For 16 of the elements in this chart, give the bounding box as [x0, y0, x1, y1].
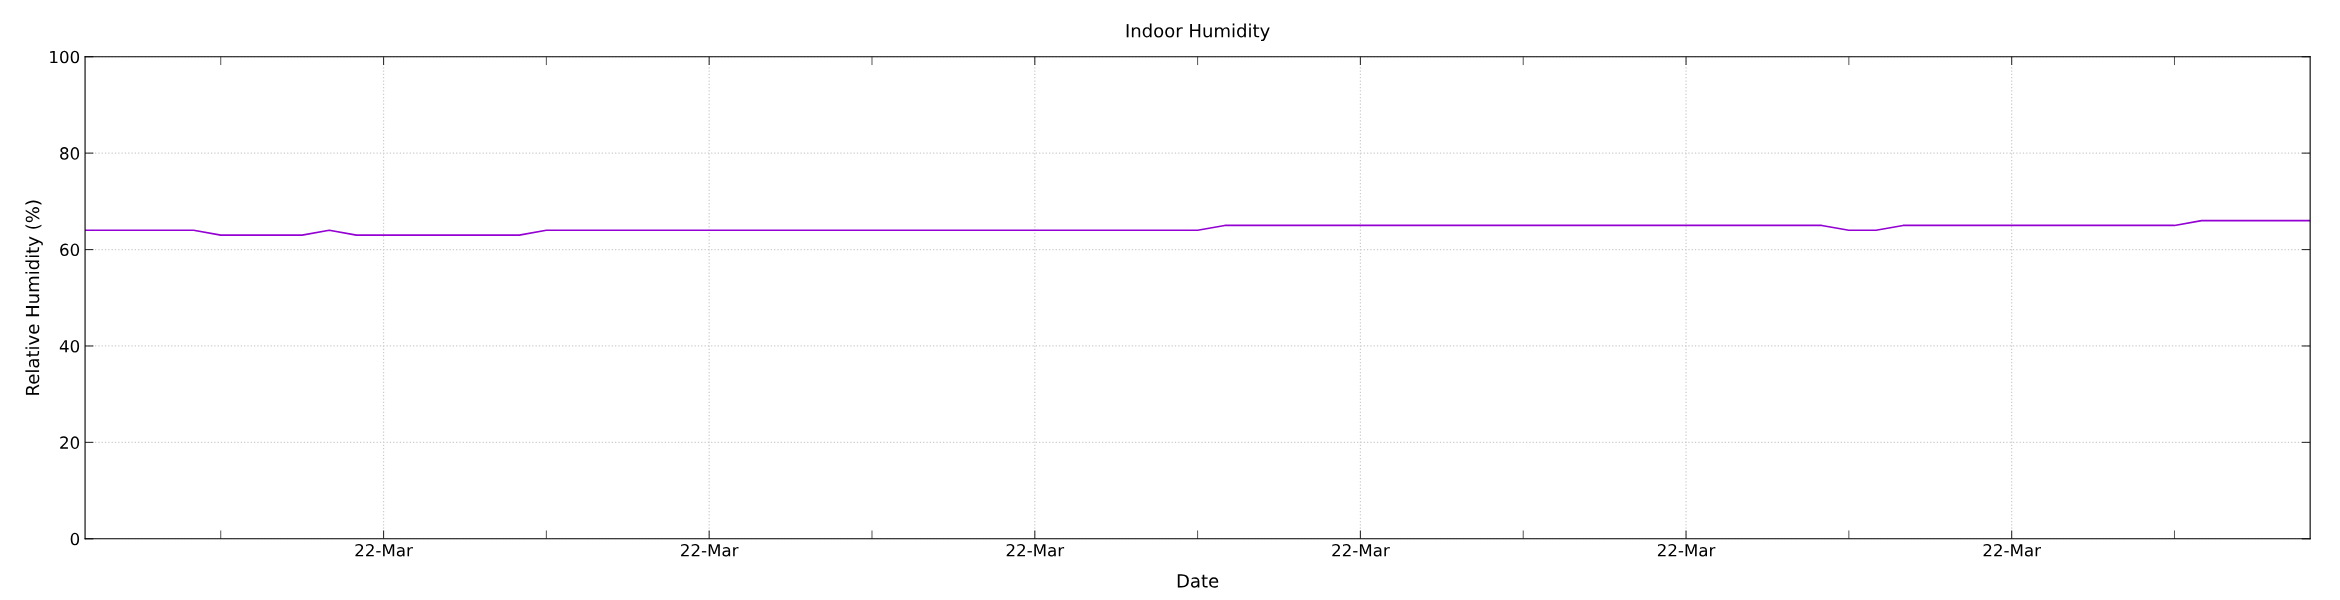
- x-tick-label: 22-Mar: [1657, 543, 1716, 557]
- x-tick-label: 22-Mar: [1006, 543, 1065, 557]
- y-tick-label: 40: [59, 339, 80, 353]
- x-tick-label: 22-Mar: [681, 543, 739, 557]
- y-tick-label: 80: [60, 147, 80, 160]
- line-series: [85, 219, 2311, 236]
- y-tick-label: 60: [60, 243, 80, 257]
- x-axis-title: Date: [1177, 574, 1219, 588]
- x-tick-label: 22-Mar: [1983, 543, 2041, 557]
- x-tick-label: 22-Mar: [355, 543, 413, 557]
- y-tick-label: 0: [70, 532, 80, 546]
- chart-title: Indoor Humidity: [1126, 23, 1270, 42]
- y-tick-label: 100: [50, 50, 80, 64]
- y-tick-label: 20: [60, 436, 80, 449]
- x-tick-label: 22-Mar: [1332, 543, 1390, 557]
- y-axis-title: Relative Humidity (%): [25, 200, 43, 395]
